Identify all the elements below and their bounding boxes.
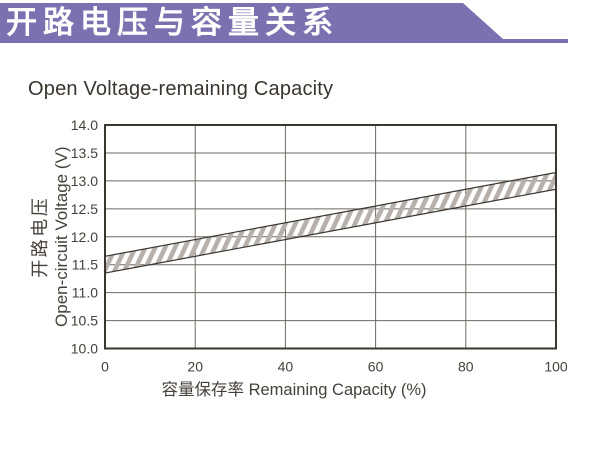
y-tick-label: 11.0	[72, 285, 98, 301]
plot-border	[104, 124, 557, 350]
x-tick-label: 0	[101, 359, 109, 375]
x-tick-label: 80	[458, 359, 474, 375]
y-tick-label: 14.0	[71, 117, 98, 133]
y-tick-label: 11.5	[72, 257, 98, 273]
y-tick-label: 12.0	[71, 229, 98, 245]
y-axis-title-en: Open-circuit Voltage (V)	[52, 147, 71, 327]
x-tick-label: 20	[187, 359, 203, 375]
page-title: 开路电压与容量关系	[6, 5, 339, 40]
y-tick-label: 12.5	[71, 201, 98, 217]
x-tick-label: 40	[278, 359, 294, 375]
y-axis-title-cn: 开路电压	[30, 196, 50, 278]
y-tick-label: 10.0	[71, 341, 98, 357]
x-axis-title: 容量保存率 Remaining Capacity (%)	[162, 380, 427, 399]
x-tick-label: 60	[368, 359, 384, 375]
y-tick-label: 13.0	[71, 173, 98, 189]
y-tick-label: 13.5	[71, 145, 98, 161]
y-tick-label: 10.5	[71, 313, 98, 329]
x-tick-label: 100	[544, 359, 568, 375]
voltage-band	[104, 171, 557, 274]
chart-title: Open Voltage-remaining Capacity	[28, 78, 334, 100]
